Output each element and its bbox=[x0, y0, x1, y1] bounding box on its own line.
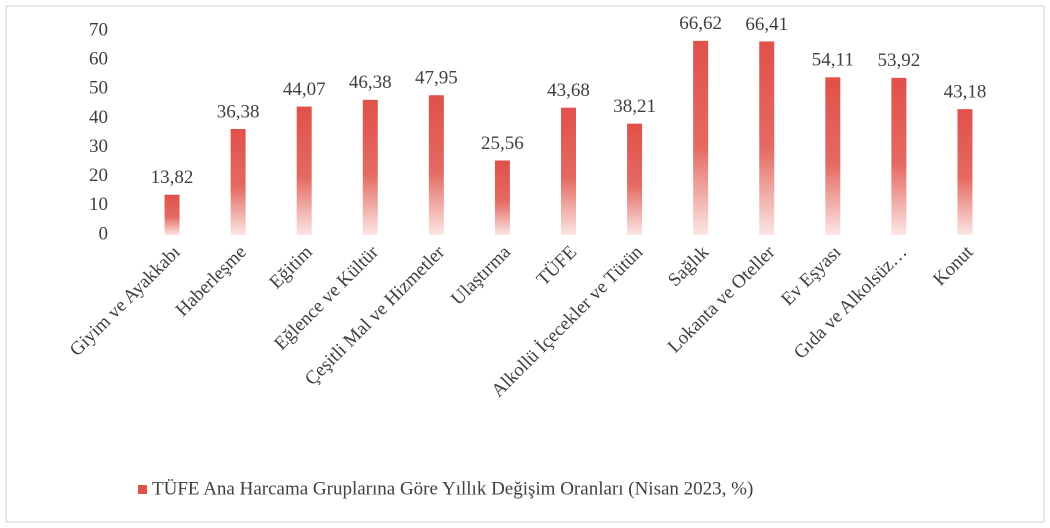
y-tick-label: 0 bbox=[99, 223, 109, 244]
y-tick-label: 70 bbox=[89, 19, 108, 40]
data-label: 44,07 bbox=[283, 79, 326, 100]
bar bbox=[296, 106, 312, 235]
data-label: 38,21 bbox=[613, 96, 656, 117]
data-label: 36,38 bbox=[217, 101, 260, 122]
data-label: 25,56 bbox=[481, 133, 524, 154]
y-tick-label: 20 bbox=[89, 165, 108, 186]
y-tick-label: 40 bbox=[89, 107, 108, 128]
data-label: 46,38 bbox=[349, 72, 392, 93]
chart-border bbox=[5, 5, 1045, 523]
bar bbox=[891, 77, 907, 235]
bar bbox=[825, 77, 841, 235]
y-tick-label: 10 bbox=[89, 194, 108, 215]
y-tick-label: 50 bbox=[89, 78, 108, 99]
legend-label: TÜFE Ana Harcama Gruplarına Göre Yıllık … bbox=[152, 478, 753, 499]
bar bbox=[627, 123, 643, 235]
bar bbox=[561, 107, 576, 235]
data-label: 43,18 bbox=[944, 82, 987, 103]
y-tick-label: 30 bbox=[89, 136, 108, 157]
data-label: 54,11 bbox=[812, 50, 854, 71]
bar bbox=[693, 40, 709, 236]
y-tick-label: 60 bbox=[89, 49, 108, 70]
bar bbox=[957, 109, 973, 235]
data-label: 53,92 bbox=[878, 50, 921, 71]
bar bbox=[428, 95, 444, 235]
data-label: 66,41 bbox=[745, 14, 788, 35]
bar bbox=[164, 194, 180, 235]
legend-marker bbox=[138, 485, 147, 494]
bar bbox=[230, 128, 246, 235]
data-label: 13,82 bbox=[151, 167, 194, 188]
bar bbox=[759, 41, 775, 236]
bar bbox=[494, 160, 510, 235]
data-label: 43,68 bbox=[547, 80, 590, 101]
data-label: 66,62 bbox=[679, 13, 722, 34]
bar bbox=[362, 99, 378, 236]
data-label: 47,95 bbox=[415, 68, 458, 89]
